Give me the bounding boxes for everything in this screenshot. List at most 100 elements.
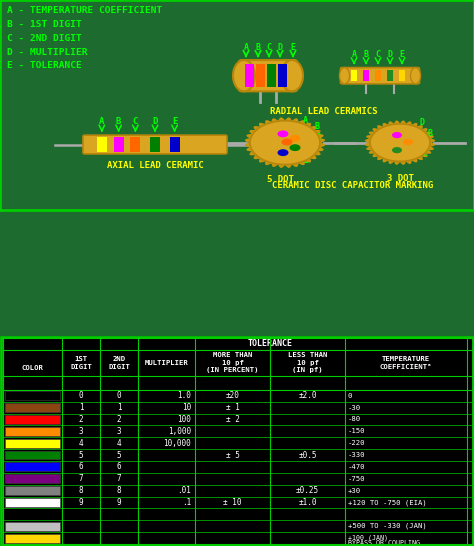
Bar [5,498,60,507]
Circle shape [290,144,301,151]
Text: B: B [412,129,433,141]
Text: 1ST
DIGIT: 1ST DIGIT [70,356,92,370]
Text: 6: 6 [79,462,83,471]
Bar [150,137,160,152]
Text: ORANGE: ORANGE [19,428,46,434]
Bar [263,70,273,81]
Text: +500 TO -330 (JAN): +500 TO -330 (JAN) [348,523,427,530]
Text: RADIAL LEAD CERAMICS: RADIAL LEAD CERAMICS [270,107,378,116]
Text: 3: 3 [79,427,83,436]
Text: 1,000: 1,000 [168,427,191,436]
Text: WHITE: WHITE [21,500,44,506]
Text: RED: RED [26,417,39,423]
Bar [192,137,202,152]
Bar [5,486,60,495]
Text: 5: 5 [117,450,121,460]
Text: SILVER: SILVER [19,523,46,529]
Text: E: E [400,50,404,59]
Text: -220: -220 [348,440,365,446]
Text: 0: 0 [79,391,83,400]
Text: ± 5: ± 5 [226,450,239,460]
Text: 0: 0 [348,393,352,399]
Text: .1: .1 [182,498,191,507]
Text: A: A [99,117,104,126]
Circle shape [277,130,289,138]
Text: TOLERANCE: TOLERANCE [247,339,292,348]
Polygon shape [246,118,324,167]
Polygon shape [365,121,434,164]
Bar [130,137,140,152]
Circle shape [250,121,320,164]
Text: C - 2ND DIGIT: C - 2ND DIGIT [7,34,82,43]
Text: E: E [287,153,308,165]
Text: +120 TO -750 (EIA): +120 TO -750 (EIA) [348,499,427,506]
Bar [245,64,254,87]
Text: 1.0: 1.0 [177,391,191,400]
Bar [5,439,60,448]
Text: D: D [152,117,158,126]
Text: 10,000: 10,000 [163,438,191,448]
Text: C: C [401,150,427,158]
Bar [351,70,357,81]
Text: E: E [172,117,177,126]
Text: -470: -470 [348,464,365,470]
Text: AXIAL LEAD CERAMIC: AXIAL LEAD CERAMIC [107,162,203,170]
Text: MULTIPLIER: MULTIPLIER [145,360,188,366]
Ellipse shape [410,68,420,84]
Text: B: B [116,117,121,126]
Text: GREEN: GREEN [21,452,44,458]
Bar [267,64,276,87]
Text: ± 1: ± 1 [226,403,239,412]
Bar [375,70,381,81]
Text: YELLOW: YELLOW [19,440,46,446]
Text: GRAY: GRAY [24,488,41,494]
FancyBboxPatch shape [340,68,419,84]
Circle shape [403,139,413,145]
Bar [278,64,287,87]
Text: 2ND
DIGIT: 2ND DIGIT [108,356,130,370]
Text: -330: -330 [348,452,365,458]
Text: 3: 3 [117,427,121,436]
Text: 1: 1 [79,403,83,412]
Text: C: C [266,43,272,52]
Bar [5,450,60,460]
Text: B: B [255,43,261,52]
Bar [5,533,60,543]
Bar [170,137,180,152]
Text: 5 DOT: 5 DOT [266,175,293,184]
Text: 3 DOT: 3 DOT [387,174,413,183]
Text: ±0.5: ±0.5 [298,450,317,460]
Text: +30: +30 [348,488,361,494]
Text: -30: -30 [348,405,361,411]
Text: .01: .01 [177,486,191,495]
FancyBboxPatch shape [239,60,297,91]
Text: 7: 7 [117,474,121,483]
Circle shape [277,149,289,156]
Text: CERAMIC DISC CAPACITOR MARKING: CERAMIC DISC CAPACITOR MARKING [272,181,433,191]
Circle shape [392,147,402,153]
Text: VIOLET: VIOLET [19,476,46,482]
Circle shape [392,132,402,138]
Ellipse shape [233,60,255,91]
Text: 4: 4 [117,438,121,448]
Text: COLOR: COLOR [21,365,44,371]
Text: TEMPERATURE
COEFFICIENTᵃ: TEMPERATURE COEFFICIENTᵃ [380,356,432,370]
Text: 9: 9 [79,498,83,507]
Text: B: B [364,50,368,59]
Text: 0: 0 [117,391,121,400]
Text: BLACK: BLACK [21,393,44,399]
Text: 2: 2 [117,415,121,424]
Text: GOLD: GOLD [24,535,41,541]
Bar [5,403,60,412]
Bar [399,70,405,81]
Circle shape [370,124,430,162]
Text: 100: 100 [177,415,191,424]
Text: C: C [375,50,381,59]
Text: ± 10: ± 10 [223,498,242,507]
Text: 4: 4 [79,438,83,448]
Text: 8: 8 [79,486,83,495]
Text: 5: 5 [79,450,83,460]
Text: C: C [133,117,138,126]
Text: -750: -750 [348,476,365,482]
Text: D: D [277,43,283,52]
